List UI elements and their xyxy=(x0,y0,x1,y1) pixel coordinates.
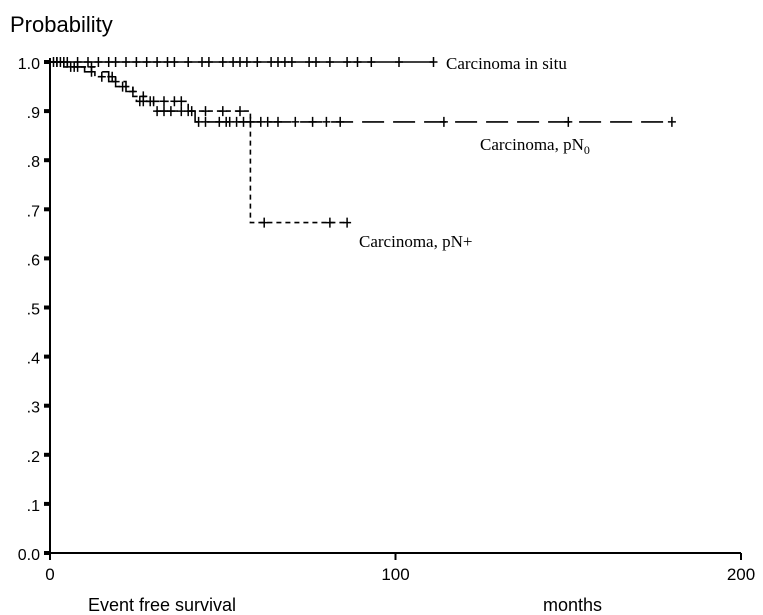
censor-mark xyxy=(343,57,352,67)
y-tick-label: .4 xyxy=(27,351,40,368)
series-label-text: Carcinoma, pN xyxy=(480,135,584,154)
censor-mark xyxy=(564,116,573,127)
series-label-subscript: 0 xyxy=(584,143,590,157)
censor-mark xyxy=(263,116,272,127)
censor-mark xyxy=(218,106,227,117)
censor-mark xyxy=(239,116,248,127)
censor-mark xyxy=(274,57,282,67)
x-axis-title: Event free survival xyxy=(88,595,236,615)
censor-mark xyxy=(70,61,79,72)
censor-mark xyxy=(177,106,186,117)
censor-mark xyxy=(287,57,296,67)
censor-mark xyxy=(153,57,162,67)
censor-mark xyxy=(149,96,158,107)
x-tick-label: 0 xyxy=(45,565,54,584)
censor-mark xyxy=(242,57,251,67)
censor-mark xyxy=(160,106,168,117)
censor-mark xyxy=(194,116,203,127)
y-tick-label: 1.0 xyxy=(18,56,40,73)
series-2 xyxy=(50,57,352,228)
censor-mark xyxy=(201,116,210,127)
censor-mark xyxy=(280,57,289,67)
y-tick-label: 0.0 xyxy=(18,547,40,564)
censor-mark xyxy=(160,96,168,107)
censor-mark xyxy=(305,57,314,67)
censor-mark xyxy=(336,116,345,127)
series-label-2: Carcinoma, pN+ xyxy=(359,232,472,251)
censor-mark xyxy=(118,81,127,92)
censor-mark xyxy=(122,57,130,67)
series-label-1: Carcinoma, pN0 xyxy=(480,135,590,157)
censor-mark xyxy=(170,57,179,67)
censor-mark xyxy=(170,96,179,107)
y-tick-label: .7 xyxy=(27,203,40,220)
censor-mark xyxy=(201,106,210,117)
series-layer xyxy=(49,57,676,228)
censor-mark xyxy=(229,57,238,67)
series-label-text: Carcinoma, pN+ xyxy=(359,232,472,251)
series-line xyxy=(50,61,348,224)
censor-mark xyxy=(94,57,103,67)
censor-mark xyxy=(177,96,186,107)
censor-mark xyxy=(236,57,244,67)
censor-mark xyxy=(104,57,113,67)
censor-mark xyxy=(325,57,334,67)
censor-mark xyxy=(253,57,262,67)
y-tick-label: .1 xyxy=(27,498,40,515)
censor-mark xyxy=(322,116,331,127)
censor-mark xyxy=(260,217,269,228)
censor-mark xyxy=(429,57,438,67)
x-axis-unit: months xyxy=(543,595,602,615)
censor-mark xyxy=(187,106,196,117)
series-label-text: Carcinoma in situ xyxy=(446,54,567,73)
series-label-0: Carcinoma in situ xyxy=(446,54,567,73)
y-axis-title: Probability xyxy=(10,12,113,37)
x-tick-label: 200 xyxy=(727,565,755,584)
censor-mark xyxy=(132,57,141,67)
censor-mark xyxy=(395,57,403,67)
censor-mark xyxy=(256,116,265,127)
censor-mark xyxy=(291,116,300,127)
censor-mark xyxy=(142,57,151,67)
censor-mark xyxy=(312,57,320,67)
censor-mark xyxy=(166,106,175,117)
censor-mark xyxy=(439,116,448,127)
censor-mark xyxy=(204,57,213,67)
censor-mark xyxy=(353,57,362,67)
censor-mark xyxy=(308,116,317,127)
y-tick-label: .5 xyxy=(27,302,40,319)
y-tick-label: .6 xyxy=(27,252,40,269)
censor-mark xyxy=(343,217,352,228)
censor-mark xyxy=(97,71,106,82)
censor-mark xyxy=(139,91,148,102)
censor-mark xyxy=(367,57,376,67)
censor-mark xyxy=(218,57,227,67)
censor-mark xyxy=(325,217,334,228)
series-0 xyxy=(49,57,438,67)
censor-mark xyxy=(84,57,92,67)
censor-mark xyxy=(236,106,244,117)
censor-mark xyxy=(56,57,65,67)
y-tick-label: .8 xyxy=(27,154,40,171)
axes: 0.0 .1 .2 .3 .4 .5 .6 .7 .8 .9 1.0 0 100 200 Probabili… xyxy=(10,12,755,615)
censor-mark xyxy=(153,106,162,117)
censor-mark xyxy=(274,116,282,127)
y-tick-label: .9 xyxy=(27,105,40,122)
y-tick-label: .3 xyxy=(27,400,40,417)
censor-mark xyxy=(111,57,120,67)
censor-mark xyxy=(198,57,206,67)
censor-mark xyxy=(667,116,676,127)
censor-mark xyxy=(108,71,117,82)
censor-mark xyxy=(232,116,241,127)
censor-mark xyxy=(225,116,234,127)
x-tick-label: 100 xyxy=(381,565,409,584)
censor-mark xyxy=(184,57,193,67)
censor-mark xyxy=(87,61,96,72)
censor-mark xyxy=(163,57,172,67)
censor-mark xyxy=(267,57,276,67)
y-tick-label: .2 xyxy=(27,449,40,466)
censor-mark xyxy=(215,116,224,127)
